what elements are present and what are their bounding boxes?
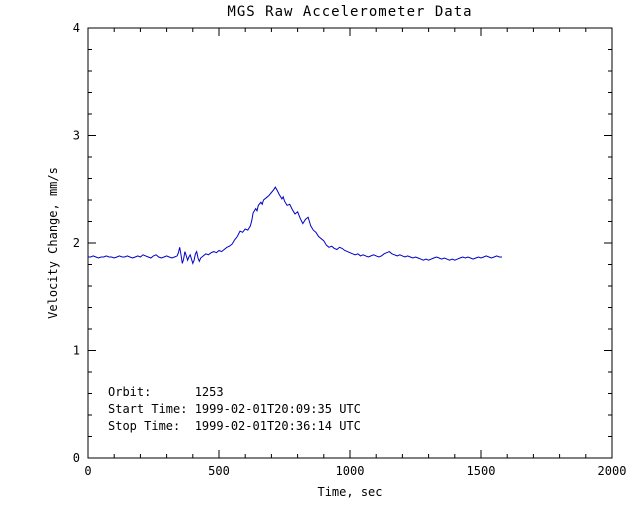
x-tick-label: 0: [84, 464, 91, 478]
annotation-line: Stop Time: 1999-02-01T20:36:14 UTC: [108, 419, 361, 433]
x-tick-label: 1000: [336, 464, 365, 478]
y-tick-label: 3: [73, 129, 80, 143]
annotation-line: Orbit: 1253: [108, 385, 224, 399]
x-axis-label: Time, sec: [317, 485, 382, 499]
x-tick-label: 500: [208, 464, 230, 478]
annotation-line: Start Time: 1999-02-01T20:09:35 UTC: [108, 402, 361, 416]
chart-title: MGS Raw Accelerometer Data: [227, 4, 472, 20]
y-axis-label: Velocity Change, mm/s: [46, 167, 60, 319]
y-tick-label: 2: [73, 236, 80, 250]
y-tick-label: 1: [73, 344, 80, 358]
x-tick-label: 2000: [598, 464, 627, 478]
data-series-line: [88, 186, 502, 265]
plot-axes: [87, 27, 613, 459]
y-tick-label: 0: [73, 451, 80, 465]
y-tick-label: 4: [73, 21, 80, 35]
x-tick-label: 1500: [467, 464, 496, 478]
plot-annotations: Orbit: 1253 Start Time: 1999-02-01T20:09:…: [108, 385, 361, 433]
tick-labels: 0 500 1000 1500 2000 0 1 2 3 4: [73, 21, 627, 478]
